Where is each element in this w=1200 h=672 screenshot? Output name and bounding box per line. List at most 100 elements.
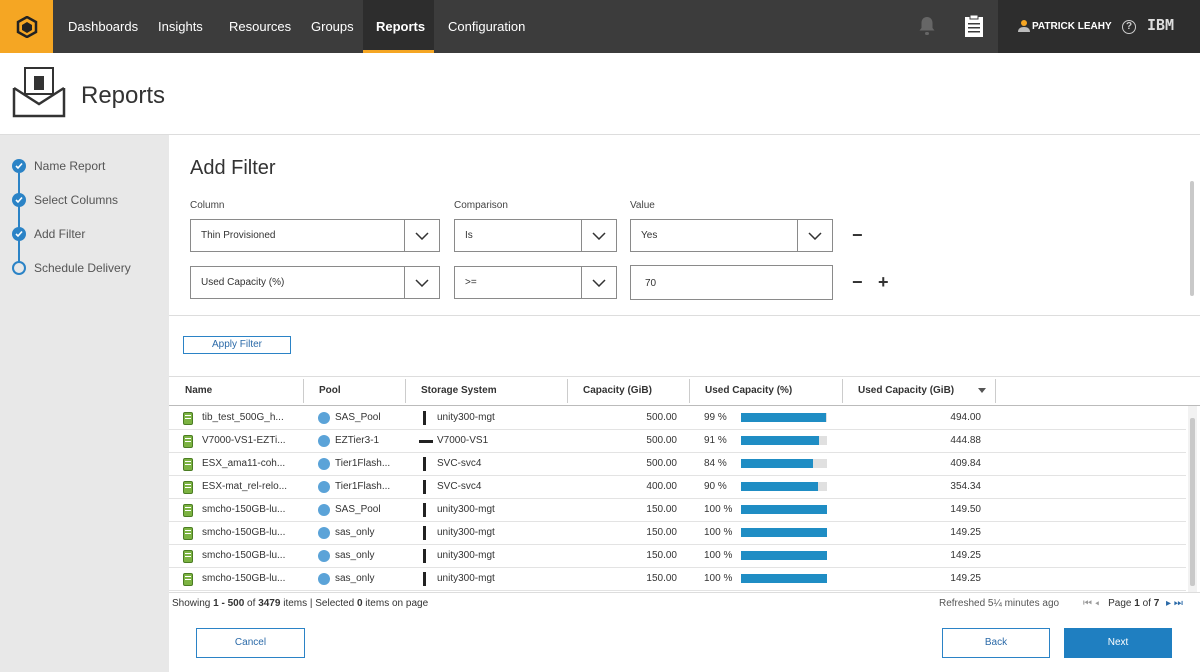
app-logo-icon[interactable] (0, 0, 53, 53)
user-menu[interactable]: PATRICK LEAHY (1018, 0, 1112, 53)
help-icon[interactable]: ? (1122, 20, 1136, 34)
col-used-capacity-pct[interactable]: Used Capacity (%) (705, 385, 793, 396)
cell-storage-system[interactable]: unity300-mgt (437, 550, 495, 561)
cell-used-gib: 149.25 (950, 527, 981, 538)
cell-storage-system[interactable]: unity300-mgt (437, 527, 495, 538)
cell-storage-system[interactable]: SVC-svc4 (437, 481, 482, 492)
table-row[interactable]: smcho-150GB-lu... SAS_Pool unity300-mgt 150… (169, 499, 1186, 522)
cell-name[interactable]: ESX-mat_rel-relo... (202, 481, 288, 492)
col-storage-system[interactable]: Storage System (421, 385, 497, 396)
step-add-filter[interactable]: Add Filter (12, 224, 85, 244)
cell-storage-system[interactable]: unity300-mgt (437, 573, 495, 584)
clipboard-icon[interactable] (964, 14, 984, 43)
cell-name[interactable]: tib_test_500G_h... (202, 412, 284, 423)
column-divider[interactable] (995, 379, 996, 403)
cell-pool[interactable]: sas_only (335, 527, 375, 538)
cell-used-gib: 149.25 (950, 550, 981, 561)
cell-storage-system[interactable]: unity300-mgt (437, 412, 495, 423)
column-divider[interactable] (303, 379, 304, 403)
cell-used-gib: 444.88 (950, 435, 981, 446)
page-current[interactable]: 1 (1134, 598, 1140, 609)
cell-pool[interactable]: SAS_Pool (335, 504, 381, 515)
report-envelope-icon (12, 66, 66, 123)
table-row[interactable]: smcho-150GB-lu... sas_only unity300-mgt 150… (169, 568, 1186, 591)
step-schedule-delivery[interactable]: Schedule Delivery (12, 258, 131, 278)
cell-name[interactable]: ESX_ama11-coh... (202, 458, 286, 469)
cell-name[interactable]: smcho-150GB-lu... (202, 504, 286, 515)
next-page-icon[interactable]: ▸ (1166, 598, 1172, 609)
col-name[interactable]: Name (185, 385, 213, 396)
column-divider[interactable] (405, 379, 406, 403)
table-scrollbar[interactable] (1188, 406, 1197, 592)
cell-used-gib: 409.84 (950, 458, 981, 469)
used-capacity-bar-fill (741, 413, 826, 422)
table-footer: Showing 1 - 500 of 3479 items | Selected… (169, 592, 1200, 614)
nav-insights[interactable]: Insights (158, 19, 203, 34)
showing-suffix: items on page (362, 598, 429, 609)
table-row[interactable]: ESX-mat_rel-relo... Tier1Flash... SVC-svc4… (169, 476, 1186, 499)
column-divider[interactable] (567, 379, 568, 403)
remove-filter-button[interactable]: − (852, 225, 863, 245)
cell-used-pct: 99 % (704, 412, 727, 423)
last-page-icon[interactable]: ⏭ (1173, 598, 1183, 609)
value-input-2[interactable]: 70 (630, 265, 833, 300)
cell-storage-system[interactable]: unity300-mgt (437, 504, 495, 515)
prev-page-icon[interactable]: ◂ (1094, 598, 1100, 609)
column-select-2[interactable]: Used Capacity (%) (190, 266, 440, 299)
cell-pool[interactable]: SAS_Pool (335, 412, 381, 423)
col-capacity[interactable]: Capacity (GiB) (583, 385, 652, 396)
used-capacity-bar-fill (741, 505, 827, 514)
volume-icon (183, 573, 193, 589)
scrollbar-thumb[interactable] (1190, 418, 1195, 586)
first-page-icon[interactable]: ⏮ (1083, 598, 1092, 609)
sort-desc-icon[interactable] (978, 377, 986, 407)
cell-name[interactable]: smcho-150GB-lu... (202, 527, 286, 538)
cell-name[interactable]: smcho-150GB-lu... (202, 573, 286, 584)
used-capacity-bar (741, 574, 827, 583)
cell-pool[interactable]: EZTier3-1 (335, 435, 380, 446)
cell-storage-system[interactable]: V7000-VS1 (437, 435, 489, 446)
table-row[interactable]: smcho-150GB-lu... sas_only unity300-mgt 150… (169, 545, 1186, 568)
step-select-columns[interactable]: Select Columns (12, 190, 118, 210)
nav-dashboards[interactable]: Dashboards (68, 19, 139, 34)
bell-icon[interactable] (918, 16, 936, 41)
nav-groups[interactable]: Groups (311, 19, 354, 34)
next-button[interactable]: Next (1064, 628, 1172, 658)
used-capacity-bar (741, 413, 827, 422)
used-capacity-bar-fill (741, 574, 827, 583)
column-select-1[interactable]: Thin Provisioned (190, 219, 440, 252)
nav-reports[interactable]: Reports (363, 0, 434, 53)
nav-configuration[interactable]: Configuration (448, 19, 526, 34)
column-divider[interactable] (842, 379, 843, 403)
cell-name[interactable]: smcho-150GB-lu... (202, 550, 286, 561)
col-used-capacity-gib[interactable]: Used Capacity (GiB) (858, 385, 955, 396)
nav-resources[interactable]: Resources (229, 19, 292, 34)
table-row[interactable]: tib_test_500G_h... SAS_Pool unity300-mgt 50… (169, 407, 1186, 430)
column-divider[interactable] (689, 379, 690, 403)
cell-pool[interactable]: Tier1Flash... (335, 458, 391, 469)
comparison-select-2[interactable]: >= (454, 266, 617, 299)
value-select-1[interactable]: Yes (630, 219, 833, 252)
cell-pool[interactable]: sas_only (335, 573, 375, 584)
cell-capacity: 500.00 (646, 435, 677, 446)
table-row[interactable]: V7000-VS1-EZTi... EZTier3-1 V7000-VS1 500.0… (169, 430, 1186, 453)
cell-used-pct: 90 % (704, 481, 727, 492)
table-row[interactable]: ESX_ama11-coh... Tier1Flash... SVC-svc4 500… (169, 453, 1186, 476)
cell-capacity: 150.00 (646, 527, 677, 538)
cancel-button[interactable]: Cancel (196, 628, 305, 658)
cell-name[interactable]: V7000-VS1-EZTi... (202, 435, 286, 446)
add-filter-button[interactable]: + (878, 272, 889, 292)
cell-pool[interactable]: sas_only (335, 550, 375, 561)
user-name: PATRICK LEAHY (1032, 21, 1112, 32)
cell-pool[interactable]: Tier1Flash... (335, 481, 391, 492)
remove-filter-button[interactable]: − (852, 272, 863, 292)
comparison-select-1[interactable]: Is (454, 219, 617, 252)
apply-filter-button[interactable]: Apply Filter (183, 336, 291, 354)
step-name-report[interactable]: Name Report (12, 156, 105, 176)
filter-scrollbar[interactable] (1190, 181, 1194, 296)
cell-storage-system[interactable]: SVC-svc4 (437, 458, 482, 469)
table-row[interactable]: smcho-150GB-lu... sas_only unity300-mgt 150… (169, 522, 1186, 545)
col-pool[interactable]: Pool (319, 385, 341, 396)
back-button[interactable]: Back (942, 628, 1050, 658)
used-capacity-bar-fill (741, 528, 827, 537)
